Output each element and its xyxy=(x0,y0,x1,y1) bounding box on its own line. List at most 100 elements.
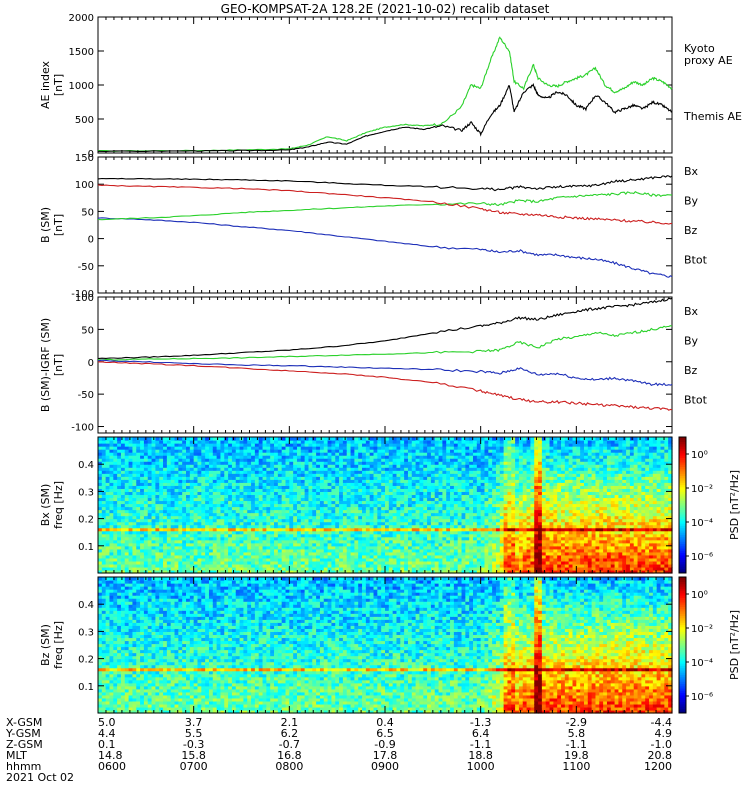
spectrogram-cell xyxy=(243,479,248,483)
spectrogram-cell xyxy=(159,473,164,477)
spectrogram-cell xyxy=(178,545,183,550)
spectrogram-cell xyxy=(205,548,210,553)
spectrogram-cell xyxy=(205,554,210,559)
spectrogram-cell xyxy=(120,554,126,559)
spectrogram-cell xyxy=(193,506,199,511)
spectrogram-cell xyxy=(166,530,172,535)
spectrogram-cell xyxy=(128,464,134,468)
spectrogram-cell xyxy=(212,527,218,532)
spectrogram-cell xyxy=(105,548,111,553)
spectrogram-cell xyxy=(117,533,122,538)
spectrogram-cell xyxy=(140,536,145,541)
spectrogram-cell xyxy=(166,482,172,486)
spectrogram-cell xyxy=(136,467,141,471)
spectrogram-cell xyxy=(140,500,145,505)
spectrogram-cell xyxy=(140,542,145,547)
spectrogram-cell xyxy=(208,527,214,532)
spectrogram-cell xyxy=(120,509,126,514)
spectrogram-cell xyxy=(113,512,118,517)
spectrogram-cell xyxy=(174,500,179,505)
spectrogram-cell xyxy=(235,503,241,508)
spectrogram-cell xyxy=(140,491,145,496)
spectrogram-cell xyxy=(231,455,237,459)
spectrogram-cell xyxy=(197,455,202,459)
spectrogram-cell xyxy=(235,443,241,447)
spectrogram-cell xyxy=(101,515,107,520)
spectrogram-cell xyxy=(208,509,214,514)
spectrogram-cell xyxy=(216,473,222,477)
spectrogram-cell xyxy=(270,437,275,441)
spectrogram-cell xyxy=(151,506,156,511)
spectrogram-cell xyxy=(201,461,206,465)
spectrogram-cell xyxy=(243,509,248,514)
spectrogram-cell xyxy=(251,440,256,444)
spectrogram-cell xyxy=(251,467,256,471)
spectrogram-cell xyxy=(231,470,237,474)
spectrogram-cell xyxy=(208,545,214,550)
spectrogram-cell xyxy=(235,479,241,483)
spectrogram-cell xyxy=(151,476,156,480)
spectrogram-cell xyxy=(109,560,114,565)
spectrogram-cell xyxy=(189,482,195,486)
spectrogram-cell xyxy=(98,560,103,565)
spectrogram-cell xyxy=(239,449,245,453)
spectrogram-cell xyxy=(239,461,245,465)
spectrogram-cell xyxy=(205,476,210,480)
spectrogram-cell xyxy=(151,485,156,489)
spectrogram-cell xyxy=(201,473,206,477)
spectrogram-cell xyxy=(105,536,111,541)
spectrogram-cell xyxy=(197,437,202,441)
spectrogram-cell xyxy=(166,521,172,526)
spectrogram-cell xyxy=(224,437,229,441)
spectrogram-cell xyxy=(201,509,206,514)
spectrogram-cell xyxy=(212,557,218,562)
spectrogram-cell xyxy=(120,452,126,456)
spectrogram-cell xyxy=(174,491,179,496)
spectrogram-cell xyxy=(170,527,176,532)
spectrogram-cell xyxy=(189,497,195,502)
spectrogram-cell xyxy=(254,554,260,559)
spectrogram-cell xyxy=(98,452,103,456)
spectrogram-cell xyxy=(201,506,206,511)
spectrogram-cell xyxy=(182,542,187,547)
spectrogram-cell xyxy=(247,557,252,562)
spectrogram-cell xyxy=(128,476,134,480)
spectrogram-cell xyxy=(132,455,137,459)
spectrogram-cell xyxy=(140,551,145,556)
spectrogram-cell xyxy=(220,533,225,538)
spectrogram-cell xyxy=(189,440,195,444)
spectrogram-cell xyxy=(117,521,122,526)
spectrogram-cell xyxy=(193,497,199,502)
spectrogram-cell xyxy=(231,440,237,444)
spectrogram-cell xyxy=(159,449,164,453)
spectrogram-cell xyxy=(170,554,176,559)
spectrogram-cell xyxy=(254,533,260,538)
spectrogram-cell xyxy=(132,479,137,483)
spectrogram-cell xyxy=(205,518,210,523)
spectrogram-cell xyxy=(231,569,237,574)
spectrogram-cell xyxy=(163,545,168,550)
spectrogram-cell xyxy=(224,545,229,550)
spectrogram-cell xyxy=(239,503,245,508)
spectrogram-cell xyxy=(128,548,134,553)
spectrogram-cell xyxy=(120,551,126,556)
spectrogram-cell xyxy=(151,467,156,471)
legend-label: Kyoto xyxy=(684,42,715,55)
spectrogram-cell xyxy=(377,437,382,441)
spectrogram-cell xyxy=(170,455,176,459)
spectrogram-cell xyxy=(239,491,245,496)
spectrogram-cell xyxy=(98,491,103,496)
spectrogram-cell xyxy=(132,545,137,550)
spectrogram-cell xyxy=(189,491,195,496)
spectrogram-cell xyxy=(163,482,168,486)
spectrogram-cell xyxy=(109,452,114,456)
spectrogram-cell xyxy=(105,557,111,562)
spectrogram-cell xyxy=(186,506,191,511)
spectrogram-cell xyxy=(163,467,168,471)
spectrogram-cell xyxy=(159,491,164,496)
spectrogram-cell xyxy=(151,557,156,562)
spectrogram-cell xyxy=(201,437,206,441)
spectrogram-cell xyxy=(251,569,256,574)
spectrogram-cell xyxy=(182,452,187,456)
spectrogram-cell xyxy=(151,464,156,468)
